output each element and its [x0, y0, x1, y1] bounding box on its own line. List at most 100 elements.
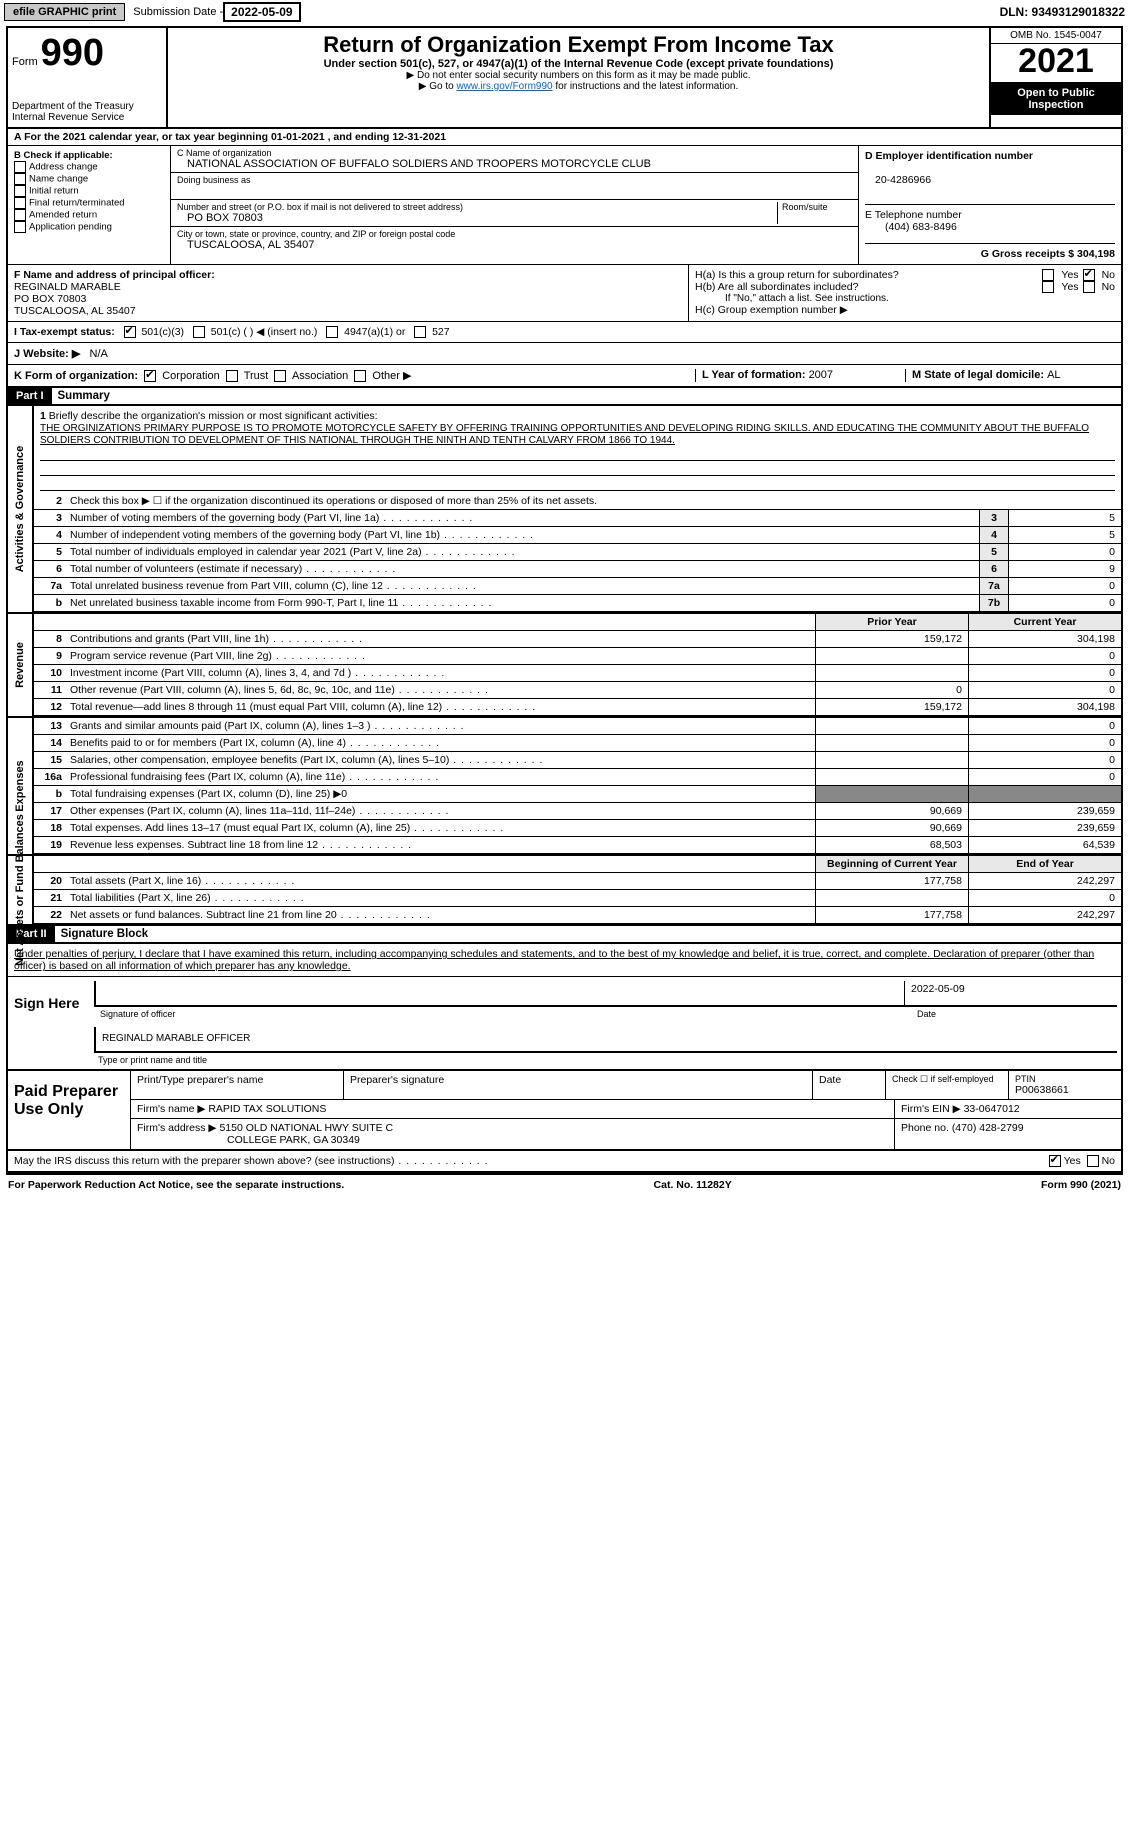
curr-val: 239,659 — [968, 820, 1121, 836]
vtab-net-assets: Net Assets or Fund Balances — [8, 856, 34, 924]
phone: (404) 683-8496 — [865, 221, 957, 233]
cb-initial-lbl: Initial return — [29, 186, 79, 197]
domicile-state: AL — [1047, 369, 1060, 381]
k-trust[interactable] — [226, 370, 238, 382]
line-val: 0 — [1008, 544, 1121, 560]
sig-date-label: Date — [917, 1009, 1117, 1019]
k-o4: Other ▶ — [372, 370, 411, 382]
line-text: Net assets or fund balances. Subtract li… — [66, 907, 815, 923]
line-text: Total fundraising expenses (Part IX, col… — [66, 786, 815, 802]
col-prior: Prior Year — [815, 614, 968, 630]
line-box: 5 — [979, 544, 1008, 560]
line-num: 9 — [34, 648, 66, 664]
curr-val: 0 — [968, 769, 1121, 785]
firm-addr2: COLLEGE PARK, GA 30349 — [137, 1134, 360, 1146]
i-o2: 501(c) ( ) ◀ (insert no.) — [211, 326, 318, 338]
sig-officer-label: Signature of officer — [94, 1009, 917, 1019]
curr-val: 0 — [968, 890, 1121, 906]
cb-amended[interactable] — [14, 209, 26, 221]
line-text: Total expenses. Add lines 13–17 (must eq… — [66, 820, 815, 836]
cb-address[interactable] — [14, 161, 26, 173]
prep-name-lbl: Print/Type preparer's name — [131, 1071, 344, 1099]
hb-yes[interactable] — [1042, 281, 1054, 293]
hb-no-lbl: No — [1102, 281, 1115, 293]
submission-label: Submission Date - — [133, 6, 223, 18]
irs-link[interactable]: www.irs.gov/Form990 — [456, 81, 552, 92]
line-num: 22 — [34, 907, 66, 923]
discuss-yes[interactable] — [1049, 1155, 1061, 1167]
firm-addr-lbl: Firm's address ▶ — [137, 1122, 217, 1134]
i-501c[interactable] — [193, 326, 205, 338]
ha-yes[interactable] — [1042, 269, 1054, 281]
note-ssn: ▶ Do not enter social security numbers o… — [174, 70, 983, 81]
line-text: Other revenue (Part VIII, column (A), li… — [66, 682, 815, 698]
k-o3: Association — [292, 370, 348, 382]
i-527[interactable] — [414, 326, 426, 338]
officer-name: REGINALD MARABLE — [14, 281, 121, 293]
q1-label: Briefly describe the organization's miss… — [49, 410, 378, 422]
gross-label: G Gross receipts $ — [981, 248, 1077, 260]
cb-name-lbl: Name change — [29, 174, 88, 185]
cb-final-lbl: Final return/terminated — [29, 198, 125, 209]
cb-name[interactable] — [14, 173, 26, 185]
curr-val: 64,539 — [968, 837, 1121, 853]
curr-val: 0 — [968, 682, 1121, 698]
i-o4: 527 — [432, 326, 450, 338]
curr-val: 304,198 — [968, 631, 1121, 647]
efile-badge: efile GRAPHIC print — [4, 3, 125, 21]
hb-no[interactable] — [1083, 281, 1095, 293]
k-corp[interactable] — [144, 370, 156, 382]
i-501c3[interactable] — [124, 326, 136, 338]
curr-val: 242,297 — [968, 873, 1121, 889]
cb-final[interactable] — [14, 197, 26, 209]
check-b-column: B Check if applicable: Address change Na… — [8, 146, 171, 264]
line-num: 18 — [34, 820, 66, 836]
line-num: 14 — [34, 735, 66, 751]
ha-no[interactable] — [1083, 269, 1095, 281]
part2-title: Signature Block — [55, 926, 1121, 942]
prior-val: 159,172 — [815, 699, 968, 715]
street-address: PO BOX 70803 — [177, 212, 773, 224]
curr-val: 304,198 — [968, 699, 1121, 715]
cb-pending-lbl: Application pending — [29, 222, 112, 233]
line-text: Revenue less expenses. Subtract line 18 … — [66, 837, 815, 853]
line-num: 19 — [34, 837, 66, 853]
line-text: Investment income (Part VIII, column (A)… — [66, 665, 815, 681]
k-other[interactable] — [354, 370, 366, 382]
prior-val: 90,669 — [815, 803, 968, 819]
prior-val — [815, 718, 968, 734]
gross-receipts: 304,198 — [1077, 248, 1115, 260]
line-num: 21 — [34, 890, 66, 906]
line-num: 15 — [34, 752, 66, 768]
prior-val: 0 — [815, 682, 968, 698]
line-num: 6 — [34, 561, 66, 577]
officer-addr2: TUSCALOOSA, AL 35407 — [14, 305, 136, 317]
f-label: F Name and address of principal officer: — [14, 269, 215, 281]
line-num: 5 — [34, 544, 66, 560]
form-prefix: Form — [12, 56, 38, 68]
form-number: 990 — [41, 32, 104, 74]
line-text: Contributions and grants (Part VIII, lin… — [66, 631, 815, 647]
website: N/A — [90, 348, 108, 360]
discuss-no[interactable] — [1087, 1155, 1099, 1167]
room-label: Room/suite — [782, 202, 852, 212]
firm-phone-lbl: Phone no. — [901, 1122, 949, 1134]
line-num: 7a — [34, 578, 66, 594]
city-state-zip: TUSCALOOSA, AL 35407 — [177, 239, 852, 251]
k-assoc[interactable] — [274, 370, 286, 382]
line-num: 20 — [34, 873, 66, 889]
form-id-box: Form 990 Department of the Treasury Inte… — [8, 28, 168, 127]
c-name-label: C Name of organization — [177, 148, 852, 158]
line-num: b — [34, 786, 66, 802]
i-4947[interactable] — [326, 326, 338, 338]
org-name: NATIONAL ASSOCIATION OF BUFFALO SOLDIERS… — [177, 158, 852, 170]
cb-pending[interactable] — [14, 221, 26, 233]
prior-val: 177,758 — [815, 907, 968, 923]
j-label: J Website: ▶ — [14, 348, 80, 360]
note2-pre: ▶ Go to — [419, 81, 457, 92]
ein: 20-4286966 — [865, 174, 931, 186]
part1-title: Summary — [52, 388, 1121, 404]
k-o1: Corporation — [162, 370, 219, 382]
cb-initial[interactable] — [14, 185, 26, 197]
line-num: 3 — [34, 510, 66, 526]
